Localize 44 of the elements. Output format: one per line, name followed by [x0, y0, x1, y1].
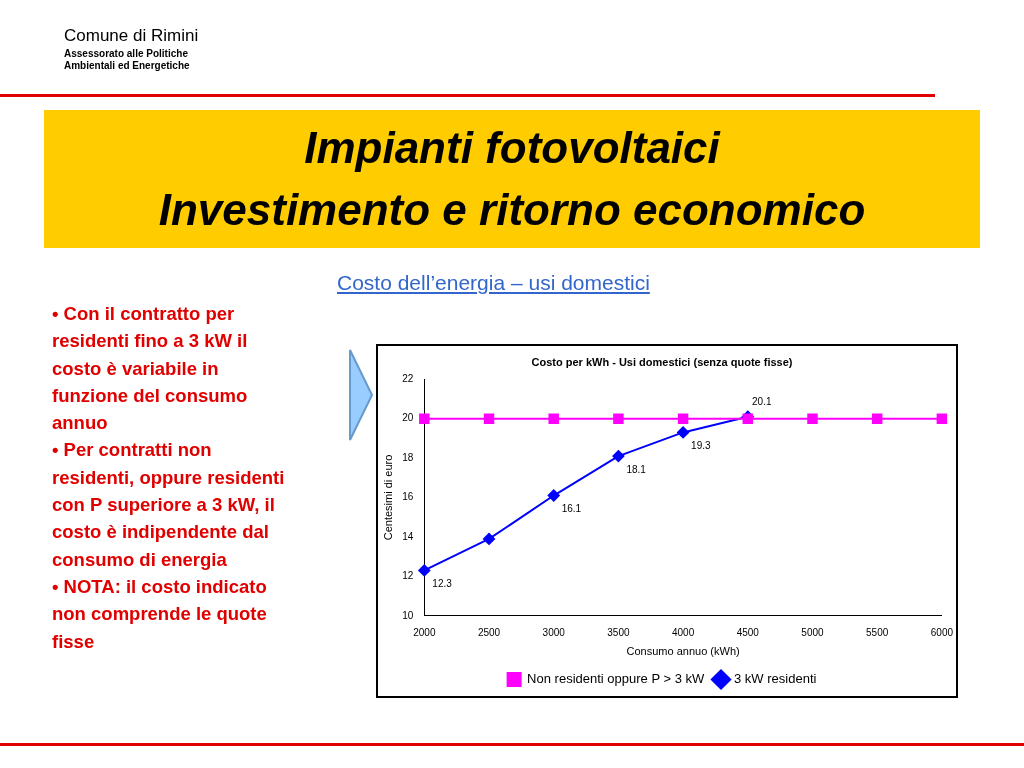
- x-tick-label: 4000: [671, 626, 695, 638]
- y-axis-title: Centesimi di euro: [381, 454, 394, 541]
- point: [547, 489, 560, 502]
- legend-label: Non residenti oppure P > 3 kW: [527, 671, 706, 687]
- point: [677, 413, 689, 424]
- x-axis-title: Consumo annuo (kWh): [626, 645, 740, 658]
- point: [613, 413, 624, 424]
- point: [936, 413, 948, 424]
- point: [419, 413, 430, 424]
- point: [548, 413, 559, 424]
- y-tick-label: 12: [402, 570, 414, 582]
- x-tick-label: 5500: [866, 626, 889, 638]
- data-label: 16.1: [561, 503, 582, 515]
- x-tick-label: 3000: [542, 626, 566, 638]
- point: [807, 413, 818, 424]
- y-tick-label: 18: [402, 451, 414, 463]
- y-tick-label: 16: [402, 491, 414, 503]
- point: [418, 564, 431, 577]
- text: Comune di Rimini: [64, 26, 199, 46]
- x-tick-label: 4500: [736, 626, 760, 638]
- text: Assessorato alle Politiche Ambientali ed Energetiche: [64, 48, 190, 72]
- x-tick-label: 6000: [930, 626, 954, 638]
- text: Impianti fotovoltaici Investimento e ritorno economico: [158, 122, 866, 236]
- data-label: 18.1: [626, 463, 647, 475]
- y-tick-label: 14: [402, 530, 414, 542]
- data-label: 12.3: [432, 578, 453, 590]
- chart-title: Costo per kWh - Usi domestici (senza quote fisse): [531, 355, 793, 368]
- text: • Con il contratto per residenti fino a 3 kW il costo è variabile in funzione del consumo annuo • Per contratti non residenti, oppure residenti con P superiore a 3 kW, il costo è indipendente dal consumo di energia • NOTA: il costo indicato non comprende le quote fisse: [52, 303, 285, 652]
- point: [871, 413, 883, 424]
- x-tick-label: 2500: [477, 626, 501, 638]
- y-tick-label: 10: [402, 609, 414, 621]
- data-label: 20.1: [752, 396, 772, 408]
- y-tick-label: 22: [402, 372, 414, 384]
- text: Costo dell’energia – usi domestici: [337, 271, 650, 295]
- y-tick-label: 20: [402, 412, 414, 424]
- x-tick-label: 2000: [413, 626, 436, 638]
- point: [483, 532, 496, 545]
- x-tick-label: 3500: [607, 626, 630, 638]
- legend-label: 3 kW residenti: [734, 671, 817, 687]
- x-tick-label: 5000: [801, 626, 825, 638]
- point: [483, 413, 495, 424]
- point: [677, 426, 690, 439]
- data-label: 19.3: [691, 440, 711, 452]
- point: [612, 450, 625, 463]
